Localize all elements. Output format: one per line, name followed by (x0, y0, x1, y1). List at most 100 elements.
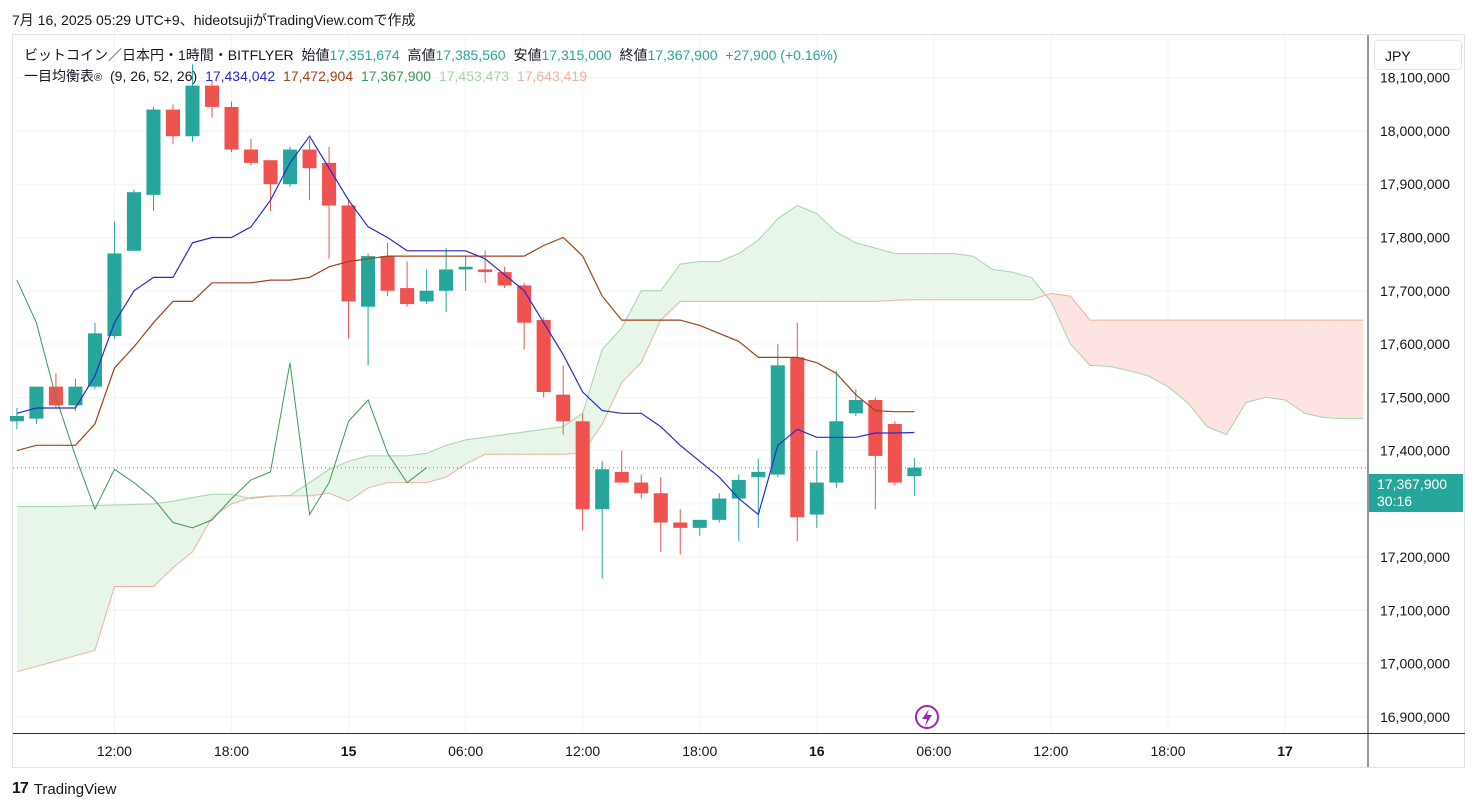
kumo-segment (465, 437, 486, 464)
y-tick-label: 17,800,000 (1380, 229, 1450, 245)
candle-body (614, 471, 629, 483)
candle-body (595, 469, 610, 510)
x-tick-label: 15 (341, 743, 357, 759)
kumo-segment (719, 253, 739, 302)
y-tick-label: 16,900,000 (1380, 709, 1450, 725)
candle-body (575, 421, 590, 510)
kumo-segment (446, 439, 466, 478)
candle-body (380, 256, 395, 291)
candle-body (400, 288, 415, 305)
kumo-segment (1148, 320, 1168, 387)
open-value: 17,351,674 (329, 47, 400, 63)
last-price-value: 17,367,900 (1377, 476, 1448, 492)
senkou-span-b-line (16, 292, 1364, 673)
candle-body (224, 106, 239, 150)
candle-body (829, 421, 844, 483)
kumo-segment (1129, 320, 1149, 376)
x-tick-label: 12:00 (1033, 743, 1068, 759)
kumo-segment (524, 429, 544, 455)
kumo-segment (894, 253, 915, 301)
senkou-b-value: 17,643,419 (516, 68, 588, 84)
kumo-segment (94, 505, 115, 651)
kumo-segment (504, 432, 525, 455)
kumo-segment (192, 494, 212, 552)
kumo-segment (231, 494, 250, 504)
kumo-segment (1050, 293, 1071, 344)
kumo-segment (836, 232, 856, 302)
x-tick-label: 06:00 (916, 743, 951, 759)
kumo-segment (75, 505, 95, 656)
y-tick-label: 17,400,000 (1380, 443, 1450, 459)
candle-body (712, 498, 727, 520)
ichimoku-params: (9, 26, 52, 26) (110, 68, 198, 84)
kumo-segment (212, 494, 232, 518)
currency-button[interactable]: JPY (1374, 40, 1462, 70)
candle-body (790, 357, 805, 518)
footer-brand[interactable]: 17 TradingView (12, 780, 116, 798)
kumo-segment (1031, 277, 1046, 300)
lightning-event-icon[interactable] (915, 705, 939, 729)
kumo-segment (992, 269, 1012, 300)
y-tick-label: 17,700,000 (1380, 283, 1450, 299)
kumo-segment (1011, 272, 1032, 300)
candle-body (87, 333, 102, 387)
candle-body (185, 85, 200, 137)
kumo-segment (1246, 320, 1266, 403)
kumo-segment (914, 253, 934, 300)
kumo-segment (641, 290, 661, 363)
candle-body (809, 482, 824, 515)
candle-body (517, 285, 532, 323)
candle-body (887, 423, 902, 483)
ohlc-legend[interactable]: ビットコイン／日本円・1時間・BITFLYER 始値17,351,674 高値1… (24, 45, 842, 65)
candle-body (556, 394, 571, 422)
kumo-segment (933, 253, 954, 300)
kumo-segment (1304, 320, 1325, 418)
candle-body (848, 399, 863, 414)
candle-body (478, 269, 493, 273)
low-label: 安値 (513, 47, 542, 63)
close-value: 17,367,900 (647, 47, 718, 63)
senkou-span-a-line (16, 204, 1364, 507)
kumo-segment (309, 469, 330, 496)
kijun-value: 17,472,904 (283, 68, 354, 84)
kumo-segment (953, 253, 973, 300)
x-tick-label: 06:00 (448, 743, 483, 759)
kumo-segment (680, 261, 700, 302)
kumo-segment (738, 240, 759, 302)
kumo-segment (660, 264, 681, 321)
kumo-segment (368, 455, 388, 488)
candle-body (126, 192, 141, 251)
candle-body (341, 205, 356, 302)
candle-body (302, 149, 317, 169)
candle-body (263, 160, 278, 185)
y-tick-label: 18,100,000 (1380, 70, 1450, 86)
x-tick-label: 18:00 (1150, 743, 1185, 759)
kumo-segment (621, 290, 642, 383)
high-label: 高値 (407, 47, 436, 63)
kumo-segment (1168, 320, 1188, 403)
change-value: +27,900 (+0.16%) (725, 47, 838, 63)
tenkan-value: 17,434,042 (205, 68, 276, 84)
kumo-segment (1070, 296, 1090, 366)
kumo-segment (699, 261, 720, 302)
kumo-segment (1265, 320, 1286, 400)
kumo-segment (1207, 320, 1227, 435)
candle-body (673, 522, 688, 528)
candle-body (204, 85, 220, 107)
tradingview-logo-icon: 17 (12, 780, 29, 797)
kumo-segment (1285, 320, 1305, 414)
ichimoku-legend[interactable]: 一目均衡表® (9, 26, 52, 26) 17,434,042 17,472… (24, 66, 591, 86)
kumo-segment (1324, 320, 1344, 419)
candle-body (770, 365, 785, 475)
y-tick-label: 17,100,000 (1380, 602, 1450, 618)
kumo-segment (1343, 320, 1364, 419)
chart-frame (12, 34, 1465, 768)
candle-body (751, 471, 766, 478)
kumo-segment (1109, 320, 1129, 371)
chart-caption: 7月 16, 2025 05:29 UTC+9、hideotsujiがTradi… (12, 12, 416, 28)
ichimoku-label: 一目均衡表 (24, 68, 94, 84)
kumo-segment (426, 445, 447, 483)
kumo-segment (602, 328, 622, 424)
candle-body (9, 415, 24, 422)
